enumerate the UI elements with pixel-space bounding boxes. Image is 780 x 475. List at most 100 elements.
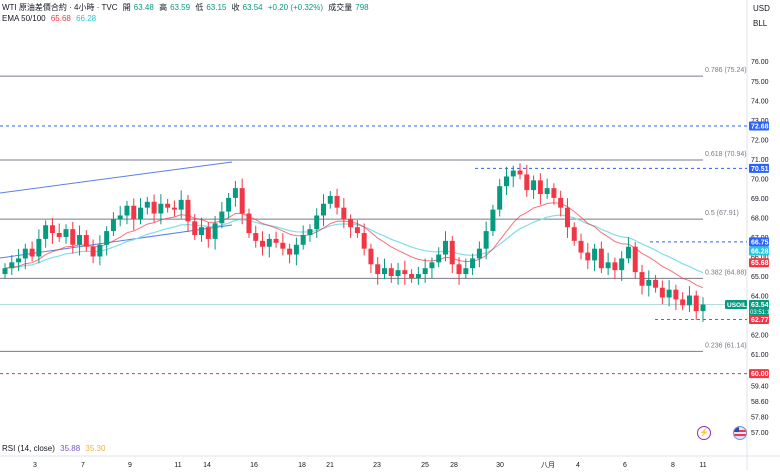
unit-label[interactable]: BLL bbox=[753, 19, 768, 28]
candle-body bbox=[598, 248, 604, 269]
price-tag-text: 65.68 bbox=[751, 260, 769, 267]
price-tick-label: 59.40 bbox=[751, 383, 769, 390]
volume-value: 798 bbox=[355, 3, 369, 12]
candle-body bbox=[287, 248, 293, 255]
candle-body bbox=[449, 240, 455, 265]
close-label: 收 bbox=[231, 3, 240, 12]
price-tag-box bbox=[749, 315, 769, 325]
candle-body bbox=[381, 268, 387, 275]
candle-body bbox=[429, 262, 435, 269]
price-tag-box bbox=[749, 163, 769, 173]
candle-body bbox=[510, 170, 516, 177]
candle-body bbox=[253, 233, 259, 241]
us-flag-icon[interactable] bbox=[733, 426, 747, 440]
candle-body bbox=[110, 219, 116, 232]
high-value: 63.59 bbox=[170, 3, 191, 12]
ema50-value: 65.68 bbox=[50, 14, 71, 23]
candle-body bbox=[673, 289, 679, 300]
candle-body bbox=[83, 235, 89, 247]
candle-body bbox=[293, 244, 299, 255]
candle-body bbox=[165, 203, 171, 208]
price-tag-box bbox=[749, 237, 769, 247]
currency-label[interactable]: USD bbox=[753, 4, 770, 13]
ema100-line bbox=[4, 214, 704, 274]
candle-body bbox=[239, 188, 245, 214]
symbol-tag-text: USOIL bbox=[727, 302, 747, 309]
candle-body bbox=[470, 258, 476, 269]
candle-body bbox=[171, 207, 177, 210]
candle-body bbox=[246, 213, 252, 234]
date-tick-label: 30 bbox=[496, 462, 504, 469]
date-tick-label: 16 bbox=[250, 462, 258, 469]
price-tick-label: 65.00 bbox=[751, 274, 769, 281]
candle-body bbox=[117, 215, 123, 220]
price-tick-label: 66.00 bbox=[751, 254, 769, 261]
candle-body bbox=[605, 262, 611, 269]
candle-body bbox=[97, 244, 103, 257]
candle-body bbox=[29, 248, 35, 257]
price-tick-label: 64.00 bbox=[751, 294, 769, 301]
candle-body bbox=[314, 215, 320, 230]
price-tick-label: 71.00 bbox=[751, 157, 769, 164]
candle-body bbox=[300, 235, 306, 245]
date-tick-label: 9 bbox=[128, 462, 132, 469]
candle-body bbox=[659, 287, 665, 298]
candle-body bbox=[212, 223, 218, 239]
candle-body bbox=[375, 264, 381, 275]
symbol-tag-box bbox=[725, 300, 747, 310]
candle-body bbox=[226, 197, 232, 212]
price-tick-label: 61.00 bbox=[751, 352, 769, 359]
price-tag-text: 66.28 bbox=[751, 249, 769, 256]
candle-body bbox=[395, 270, 401, 276]
candle-body bbox=[686, 295, 692, 306]
ema100-value: 66.28 bbox=[76, 14, 97, 23]
candle-body bbox=[219, 211, 225, 224]
date-tick-label: 14 bbox=[203, 462, 211, 469]
date-tick-label: 8 bbox=[671, 462, 675, 469]
tag-66-28: 66.28 bbox=[749, 246, 769, 256]
candle-body bbox=[680, 299, 686, 306]
candle-body bbox=[341, 207, 347, 220]
price-tick-label: 58.60 bbox=[751, 399, 769, 406]
date-tick-label: 18 bbox=[298, 462, 306, 469]
date-tick-label: 21 bbox=[326, 462, 334, 469]
ema-legend[interactable]: EMA 50/100 65.68 66.28 bbox=[2, 14, 99, 23]
candle-body bbox=[70, 229, 76, 245]
date-tick-label: 28 bbox=[450, 462, 458, 469]
symbol-title[interactable]: WTI 原油差價合約 · 4小時 · TVC bbox=[2, 3, 118, 12]
channel-upper-line bbox=[0, 161, 233, 194]
low-value: 63.15 bbox=[206, 3, 227, 12]
candle-body bbox=[409, 274, 415, 278]
candle-body bbox=[639, 272, 645, 286]
candle-body bbox=[43, 225, 49, 239]
rsi-ma-value: 35.30 bbox=[85, 444, 106, 453]
price-tick-label: 62.00 bbox=[751, 333, 769, 340]
chart-header: WTI 原油差價合約 · 4小時 · TVC 開 63.48 高 63.59 低 63… bbox=[2, 2, 372, 13]
price-tag-box bbox=[749, 121, 769, 131]
price-tick-label: 74.00 bbox=[751, 98, 769, 105]
candle-body bbox=[321, 203, 327, 216]
price-tag-box bbox=[749, 258, 769, 268]
candle-body bbox=[205, 227, 211, 239]
price-tick-label: 57.80 bbox=[751, 415, 769, 422]
price-tick-label: 68.00 bbox=[751, 215, 769, 222]
high-label: 高 bbox=[159, 3, 168, 12]
fib-level-label: 0.5 (67.91) bbox=[705, 210, 739, 217]
open-value: 63.48 bbox=[133, 3, 154, 12]
tag-66-75: 66.75 bbox=[749, 237, 769, 247]
candle-body bbox=[178, 199, 184, 210]
rsi-legend[interactable]: RSI (14, close) 35.88 35.30 bbox=[2, 444, 108, 453]
candle-body bbox=[22, 248, 28, 259]
events-bolt-icon[interactable]: ⚡ bbox=[697, 426, 711, 440]
candle-body bbox=[517, 170, 523, 175]
change-value: +0.20 (+0.32%) bbox=[267, 3, 324, 12]
price-tick-label: 69.00 bbox=[751, 196, 769, 203]
candle-body bbox=[490, 209, 496, 232]
price-tick-label: 75.00 bbox=[751, 79, 769, 86]
candle-body bbox=[151, 201, 157, 214]
candle-body bbox=[158, 203, 164, 214]
fib-level-label: 0.382 (64.88) bbox=[705, 269, 747, 276]
